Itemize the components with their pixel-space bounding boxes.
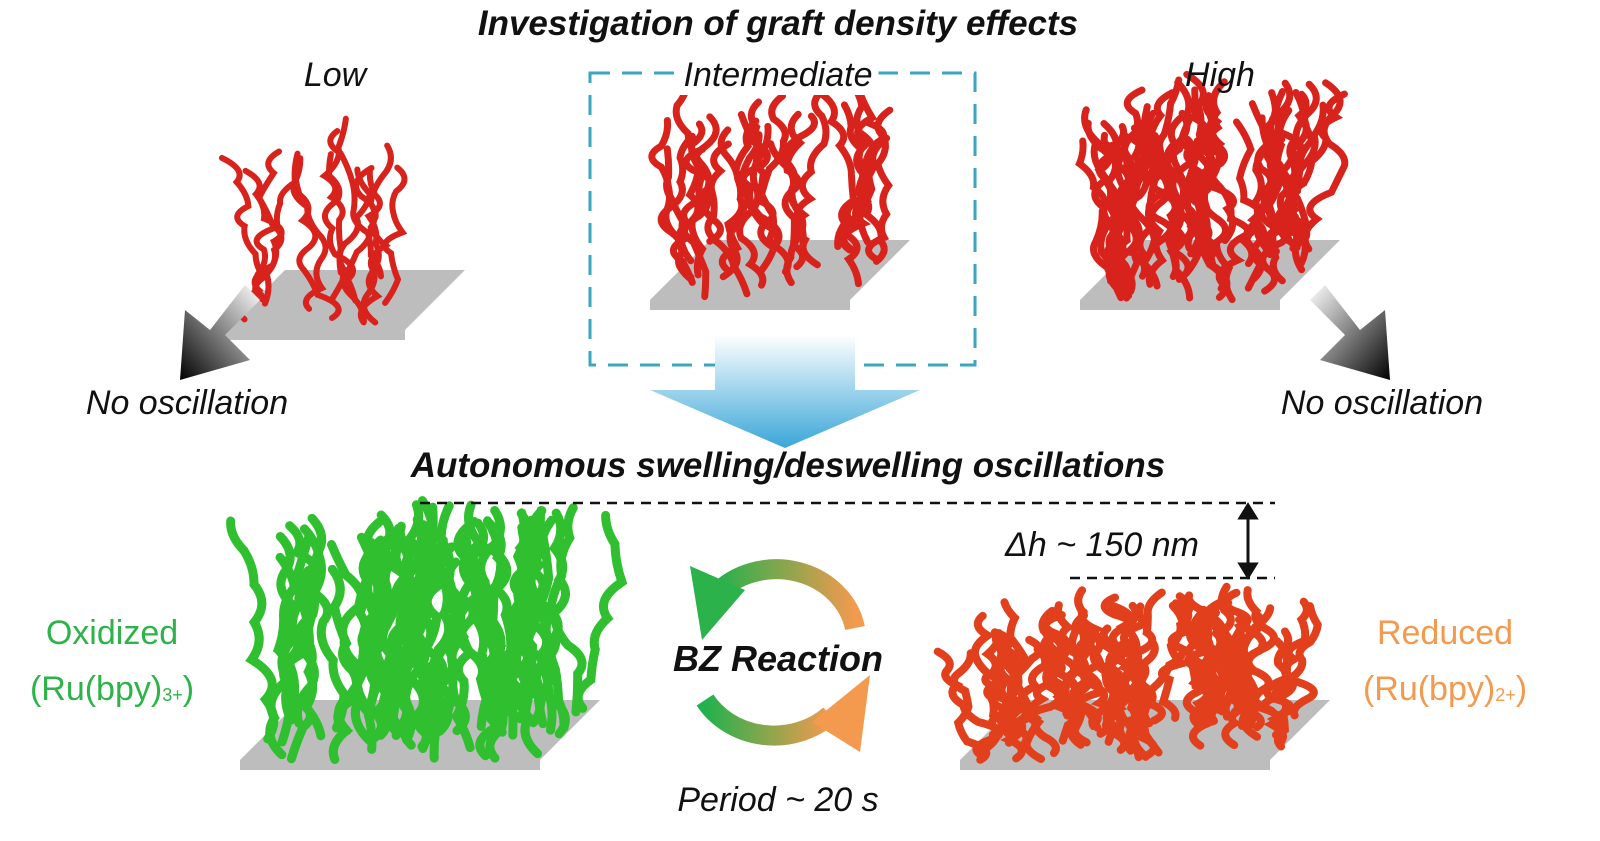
oxidized-state: Oxidized bbox=[45, 614, 179, 652]
polymer-chain bbox=[1039, 631, 1078, 745]
polymer-chain bbox=[291, 532, 326, 741]
polymer-chain bbox=[265, 532, 298, 760]
polymer-chain bbox=[1260, 602, 1322, 715]
reduced-state: Reduced bbox=[1376, 614, 1514, 652]
polymer-chain bbox=[409, 518, 453, 736]
label-high: High bbox=[1185, 56, 1255, 94]
polymer-chain bbox=[949, 649, 991, 764]
polymer-chain bbox=[1163, 114, 1194, 281]
polymer-chain bbox=[548, 508, 587, 717]
brush-intermediate bbox=[648, 73, 910, 310]
polymer-chain bbox=[1227, 604, 1275, 728]
label-intermediate: Intermediate bbox=[677, 56, 879, 95]
polymer-chain bbox=[505, 506, 554, 724]
polymer-chain bbox=[1066, 633, 1098, 749]
period-label: Period ~ 20 s bbox=[677, 781, 879, 819]
bz-cycle-icon bbox=[696, 559, 865, 746]
polymer-chain bbox=[983, 628, 1014, 739]
polymer-chain bbox=[855, 118, 888, 265]
polymer-chain bbox=[1189, 141, 1231, 301]
polymer-chain bbox=[1075, 137, 1125, 302]
polymer-chain bbox=[818, 91, 858, 251]
bz-reaction-label: BZ Reaction bbox=[672, 638, 884, 679]
polymer-chain bbox=[218, 154, 268, 304]
polymer-chain bbox=[757, 92, 789, 247]
bz-arrow-head-orange bbox=[812, 675, 870, 752]
arrow-low-no-oscillation bbox=[180, 285, 260, 380]
polymer-chain bbox=[1181, 141, 1236, 304]
polymer-chain bbox=[381, 164, 408, 306]
polymer-chain bbox=[1099, 624, 1146, 745]
polymer-chain bbox=[357, 165, 383, 325]
oxidized-label: Oxidized (Ru(bpy)3+) bbox=[30, 605, 194, 717]
polymer-chain bbox=[511, 509, 540, 724]
polymer-chain bbox=[483, 517, 522, 723]
polymer-chain bbox=[1120, 103, 1151, 280]
polymer-chain bbox=[672, 73, 724, 245]
reduced-formula: (Ru(bpy)2+) bbox=[1362, 670, 1528, 708]
polymer-chain bbox=[338, 535, 386, 745]
polymer-chain bbox=[657, 132, 696, 284]
arrow-high-no-oscillation bbox=[1310, 285, 1390, 380]
polymer-chain bbox=[1244, 143, 1275, 292]
polymer-chain bbox=[255, 148, 285, 307]
polymer-chain bbox=[1100, 641, 1129, 754]
polymer-chain bbox=[1043, 601, 1075, 720]
substrate bbox=[225, 270, 465, 340]
polymer-chain bbox=[1261, 89, 1310, 259]
brush-oxidized bbox=[226, 496, 628, 770]
reduced-label: Reduced (Ru(bpy)2+) bbox=[1363, 605, 1527, 717]
polymer-chain bbox=[463, 563, 508, 763]
polymer-chain bbox=[767, 140, 807, 287]
polymer-chain bbox=[717, 126, 746, 273]
polymer-chain bbox=[1284, 101, 1327, 274]
polymer-chain bbox=[1182, 620, 1219, 730]
polymer-chain bbox=[1157, 599, 1193, 722]
polymer-chain bbox=[685, 113, 720, 279]
brush-low bbox=[218, 115, 465, 340]
polymer-chain bbox=[1280, 597, 1318, 720]
polymer-chain bbox=[291, 169, 342, 321]
result-title: Autonomous swelling/deswelling oscillati… bbox=[410, 446, 1166, 485]
brush-reduced bbox=[933, 582, 1330, 770]
page-title: Investigation of graft density effects bbox=[477, 4, 1079, 43]
polymer-chain bbox=[835, 134, 891, 288]
polymer-chain bbox=[1100, 131, 1161, 290]
substrate bbox=[650, 240, 910, 310]
oxidized-formula: (Ru(bpy)3+) bbox=[29, 670, 195, 708]
brush-high bbox=[1075, 70, 1349, 310]
polymer-chain bbox=[737, 110, 783, 275]
outcome-high: No oscillation bbox=[1280, 384, 1484, 422]
polymer-chain bbox=[1187, 97, 1223, 258]
height-change-label: Δh ~ 150 nm bbox=[1005, 526, 1199, 564]
polymer-chain bbox=[336, 166, 373, 326]
polymer-chain bbox=[226, 516, 279, 744]
arrow-intermediate-oscillation bbox=[650, 335, 920, 448]
intermediate-highlight-box bbox=[588, 71, 977, 367]
polymer-chain bbox=[573, 510, 628, 713]
label-low: Low bbox=[303, 56, 367, 94]
outcome-low: No oscillation bbox=[85, 384, 289, 422]
polymer-chain bbox=[1081, 106, 1123, 285]
polymer-chain bbox=[327, 564, 362, 764]
polymer-chain bbox=[458, 500, 495, 731]
polymer-chain bbox=[299, 524, 349, 733]
polymer-chain bbox=[1185, 598, 1225, 728]
bz-arrow-head-green bbox=[690, 566, 745, 640]
polymer-chain bbox=[535, 503, 578, 721]
polymer-chain bbox=[272, 552, 300, 747]
polymer-chain bbox=[327, 128, 384, 280]
height-double-arrow bbox=[1237, 502, 1259, 580]
